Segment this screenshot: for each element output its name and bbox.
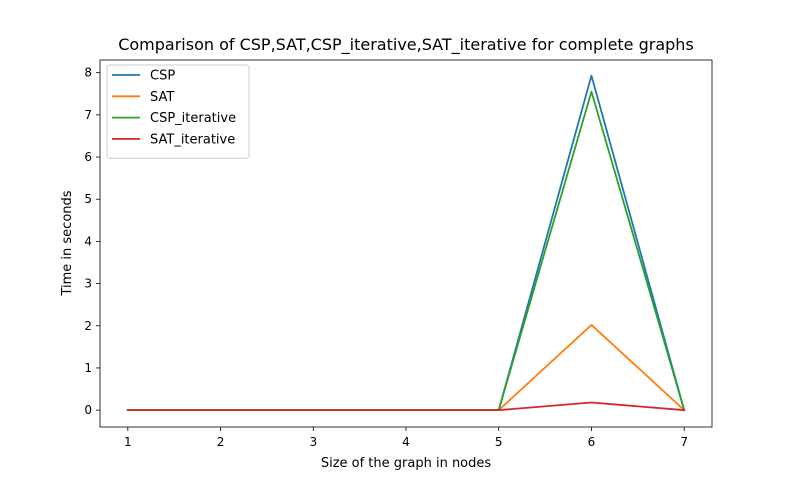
y-tick-label: 5 <box>84 192 92 206</box>
x-tick-label: 4 <box>402 435 410 449</box>
series-line-sat-iterative <box>126 401 686 412</box>
x-axis-label: Size of the graph in nodes <box>321 456 492 471</box>
axes-frame <box>99 59 713 428</box>
y-tick-label: 4 <box>84 234 92 248</box>
y-tick-label: 0 <box>84 403 92 417</box>
legend-box <box>106 64 250 159</box>
legend-label: CSP <box>150 69 175 84</box>
y-tick-label: 2 <box>84 319 92 333</box>
y-tick-label: 7 <box>84 108 92 122</box>
y-axis-label: Time in seconds <box>60 190 75 296</box>
plot-area: 1 2 3 4 5 6 7 0 1 2 3 4 5 6 7 8 CSP SAT CSP_iterative SAT_i… <box>84 59 713 449</box>
legend-label: CSP_iterative <box>150 111 236 126</box>
y-tick-label: 6 <box>84 150 92 164</box>
y-tick-label: 1 <box>84 361 92 375</box>
x-tick-label: 1 <box>124 435 132 449</box>
legend-label: SAT_iterative <box>150 132 235 147</box>
legend-label: SAT <box>150 90 174 105</box>
x-tick-label: 3 <box>309 435 317 449</box>
x-tick-label: 7 <box>680 435 688 449</box>
y-tick-label: 8 <box>84 66 92 80</box>
x-tick-label: 2 <box>217 435 225 449</box>
chart-title: Comparison of CSP,SAT,CSP_iterative,SAT_… <box>118 35 694 55</box>
x-tick-label: 6 <box>588 435 596 449</box>
x-tick-label: 5 <box>495 435 503 449</box>
y-tick-label: 3 <box>84 277 92 291</box>
